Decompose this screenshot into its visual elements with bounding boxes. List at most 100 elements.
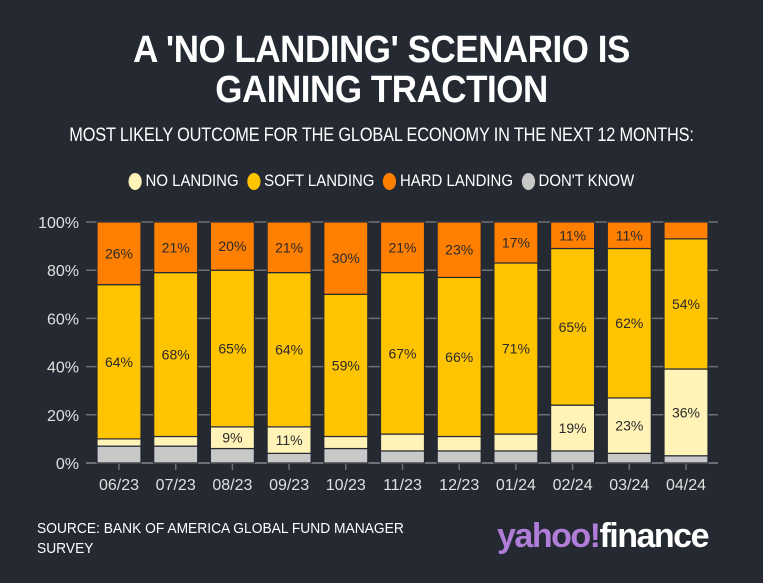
data-label: 20% xyxy=(218,238,246,254)
data-label: 11% xyxy=(616,227,643,243)
bar-segment-dont-know xyxy=(153,445,199,464)
bar-segment-no-landing xyxy=(266,426,312,454)
y-tick-label: 20% xyxy=(47,408,79,425)
bar-segment-hard-landing xyxy=(379,221,426,274)
bar-segment-no-landing xyxy=(323,435,369,450)
title-line-1: A 'NO LANDING' SCENARIO IS xyxy=(133,29,630,71)
data-label: 54% xyxy=(672,296,700,312)
data-label: 23% xyxy=(445,242,473,258)
bar-segment-soft-landing xyxy=(323,293,369,438)
bar-segment-dont-know xyxy=(323,447,369,464)
legend-item-soft-landing: SOFT LANDING xyxy=(247,171,374,191)
data-label: 59% xyxy=(332,357,360,373)
legend-label: SOFT LANDING xyxy=(264,171,375,190)
legend-label: NO LANDING xyxy=(145,171,239,190)
x-tick-label: 01/24 xyxy=(496,477,536,494)
x-tick-label: 03/24 xyxy=(609,477,649,494)
bar-segment-soft-landing xyxy=(549,247,596,406)
bar-segment-dont-know xyxy=(209,447,255,464)
chart-subtitle: MOST LIKELY OUTCOME FOR THE GLOBAL ECONO… xyxy=(69,125,694,146)
bar-segment-dont-know xyxy=(96,445,142,464)
bar-segment-dont-know xyxy=(436,450,482,464)
bar-segment-soft-landing xyxy=(493,262,539,435)
data-label: 64% xyxy=(105,354,133,370)
bar-segment-no-landing xyxy=(379,433,426,452)
legend: NO LANDING SOFT LANDING HARD LANDING DON… xyxy=(46,171,717,191)
bar-segment-hard-landing xyxy=(266,221,312,274)
bar-segment-hard-landing xyxy=(606,221,652,250)
legend-item-hard-landing: HARD LANDING xyxy=(383,171,513,191)
data-label: 21% xyxy=(388,239,416,255)
legend-swatch-hard-landing xyxy=(383,172,397,190)
bar-segment-soft-landing xyxy=(379,272,426,435)
bar-segment-soft-landing xyxy=(209,269,255,428)
title-line-2: GAINING TRACTION xyxy=(215,69,548,111)
bar-segment-dont-know xyxy=(266,452,312,464)
bar-segment-hard-landing xyxy=(153,221,199,274)
bar-segment-no-landing xyxy=(493,433,539,452)
bar-segment-hard-landing xyxy=(549,221,596,250)
bar-segment-hard-landing xyxy=(663,221,709,240)
bar-segment-no-landing xyxy=(549,404,596,452)
data-label: 17% xyxy=(502,234,530,250)
data-label: 21% xyxy=(275,239,303,255)
data-label: 23% xyxy=(615,418,643,434)
legend-item-no-landing: NO LANDING xyxy=(128,171,239,191)
x-tick-label: 12/23 xyxy=(439,477,479,494)
stacked-bar-chart: 0% 20% 40% 60% 80% 100% 64% 26% 06/23 68% 21% 07/23… xyxy=(38,215,718,494)
data-label: 66% xyxy=(445,349,473,365)
bar-segment-hard-landing xyxy=(493,221,539,264)
data-label: 26% xyxy=(105,245,133,261)
data-label: 68% xyxy=(162,347,190,363)
data-label: 62% xyxy=(615,315,643,331)
data-label: 9% xyxy=(222,430,242,446)
x-tick-label: 06/23 xyxy=(99,477,139,494)
bar-segment-dont-know xyxy=(663,455,709,464)
bar-segment-hard-landing xyxy=(323,221,369,295)
x-tick-label: 08/23 xyxy=(212,477,252,494)
bar-segment-dont-know xyxy=(493,450,539,464)
bar-segment-hard-landing xyxy=(96,221,142,286)
x-tick-label: 10/23 xyxy=(326,477,366,494)
data-label: 11% xyxy=(276,432,303,448)
legend-label: HARD LANDING xyxy=(399,171,514,190)
bar-segment-soft-landing xyxy=(606,247,652,399)
data-label: 64% xyxy=(275,342,303,358)
legend-swatch-soft-landing xyxy=(247,172,261,190)
legend-label: DON'T KNOW xyxy=(538,171,635,190)
logo-finance: finance xyxy=(599,517,709,555)
bar-segment-soft-landing xyxy=(266,272,312,428)
x-tick-label: 07/23 xyxy=(156,477,196,494)
chart-title: A 'NO LANDING' SCENARIO IS GAINING TRACT… xyxy=(31,30,733,110)
x-tick-label: 11/23 xyxy=(383,477,422,494)
y-tick-label: 40% xyxy=(47,360,79,377)
y-tick-label: 0% xyxy=(56,456,79,473)
data-label: 67% xyxy=(388,345,416,361)
bar-segment-no-landing xyxy=(96,438,142,447)
bar-segment-dont-know xyxy=(379,450,426,464)
data-label: 11% xyxy=(559,227,586,243)
bar-segment-hard-landing xyxy=(209,221,255,271)
data-label: 19% xyxy=(559,420,587,436)
y-tick-label: 80% xyxy=(47,263,79,280)
bar-segment-no-landing xyxy=(153,435,199,447)
x-tick-label: 02/24 xyxy=(553,477,593,494)
data-label: 21% xyxy=(162,239,190,255)
data-label: 65% xyxy=(559,319,587,335)
y-tick-label: 60% xyxy=(47,311,79,328)
bar-segment-soft-landing xyxy=(96,284,142,440)
source-note: SOURCE: BANK OF AMERICA GLOBAL FUND MANA… xyxy=(37,520,404,557)
data-label: 30% xyxy=(332,250,360,266)
x-tick-label: 09/23 xyxy=(269,477,309,494)
bar-segment-dont-know xyxy=(549,450,596,464)
data-label: 36% xyxy=(672,404,700,420)
data-label: 65% xyxy=(218,341,246,357)
bar-segment-soft-landing xyxy=(436,276,482,438)
legend-swatch-no-landing xyxy=(128,172,143,190)
bar-segment-soft-landing xyxy=(663,238,709,370)
y-tick-label: 100% xyxy=(38,215,79,232)
bar-segment-hard-landing xyxy=(436,221,482,279)
bar-segment-soft-landing xyxy=(153,272,199,438)
bar-segment-no-landing xyxy=(436,435,482,452)
data-label: 71% xyxy=(502,341,530,357)
